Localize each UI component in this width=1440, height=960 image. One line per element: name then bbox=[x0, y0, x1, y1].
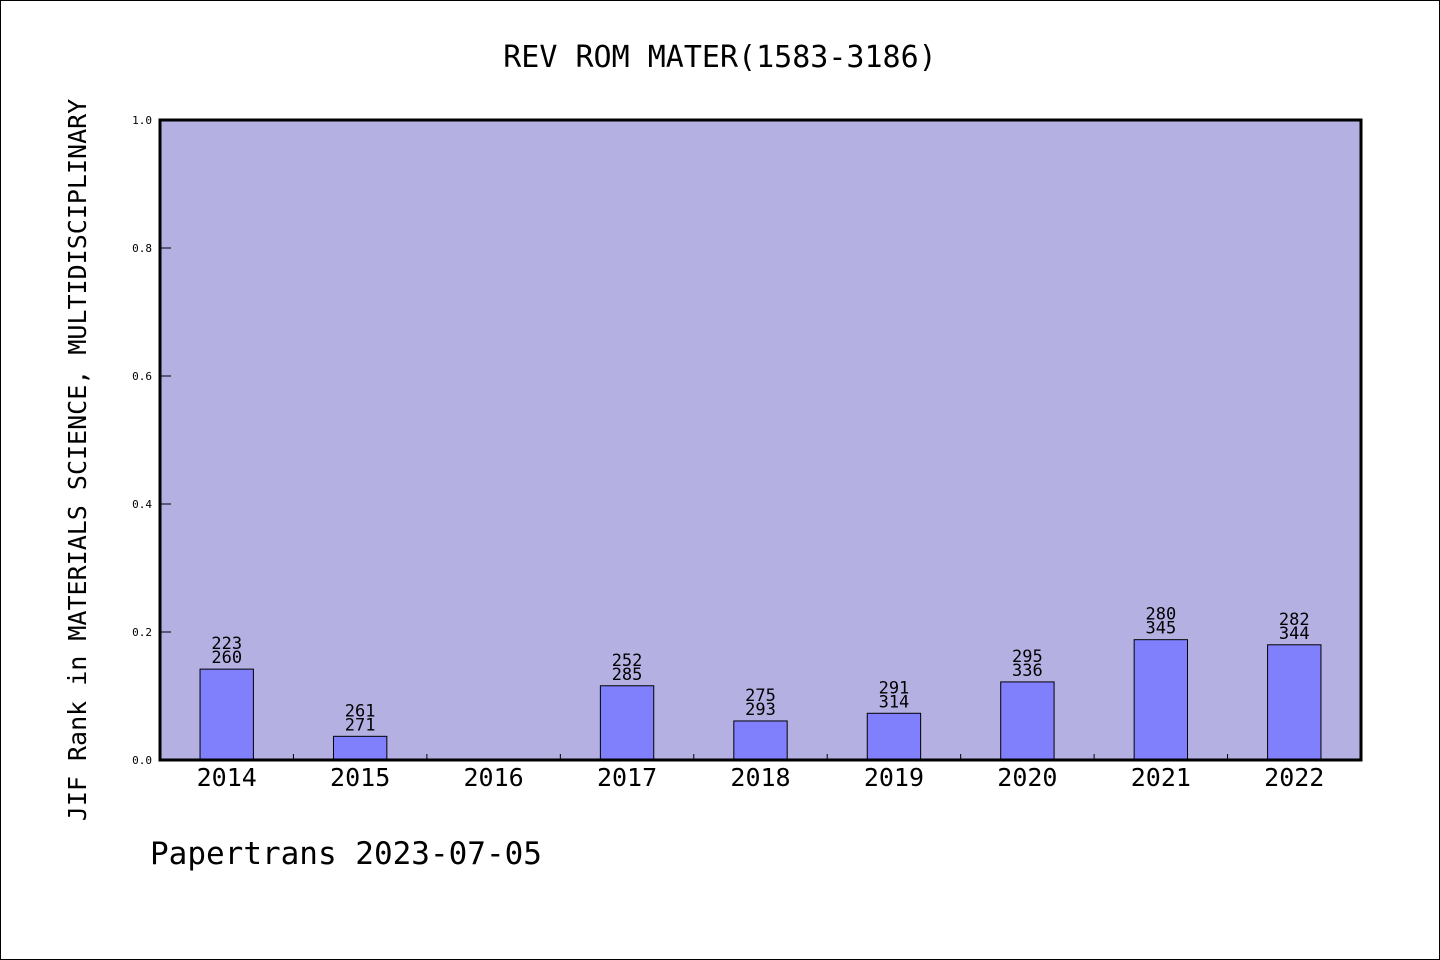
bar-2020 bbox=[1000, 681, 1055, 761]
x-tick-label: 2017 bbox=[597, 763, 657, 792]
bar-2018 bbox=[733, 720, 788, 761]
total-label: 336 bbox=[1012, 661, 1043, 681]
x-tick-label: 2018 bbox=[730, 763, 790, 792]
y-axis-label: JIF Rank in MATERIALS SCIENCE, MULTIDISC… bbox=[63, 99, 92, 821]
x-axis-ticks: 2014 2015 2016 2017 2018 2019 2020 2021 2022 bbox=[197, 754, 1324, 792]
x-tick-label: 2016 bbox=[464, 763, 524, 792]
y-tick-label: 0.6 bbox=[132, 370, 152, 383]
x-tick-label: 2021 bbox=[1131, 763, 1191, 792]
bar-2014 bbox=[199, 668, 254, 761]
bar-2015 bbox=[332, 735, 388, 761]
rank-label: 295 bbox=[1012, 647, 1043, 667]
total-label: 285 bbox=[612, 665, 643, 685]
y-axis-ticks: 0.0 0.2 0.4 0.6 0.8 1.0 bbox=[132, 114, 171, 767]
y-tick-label: 0.8 bbox=[132, 242, 152, 255]
rank-label: 282 bbox=[1279, 610, 1310, 630]
rank-label: 261 bbox=[345, 701, 376, 721]
total-label: 314 bbox=[879, 692, 910, 712]
x-tick-label: 2015 bbox=[330, 763, 390, 792]
x-tick-label: 2014 bbox=[197, 763, 257, 792]
bar-2019 bbox=[866, 712, 922, 761]
y-tick-label: 0.0 bbox=[132, 754, 152, 767]
bar-2017 bbox=[599, 685, 655, 761]
rank-label: 252 bbox=[612, 651, 643, 671]
x-tick-label: 2019 bbox=[864, 763, 924, 792]
y-tick-label: 1.0 bbox=[132, 114, 152, 127]
y-tick-label: 0.4 bbox=[132, 498, 152, 511]
total-label: 345 bbox=[1145, 619, 1176, 639]
rank-label: 223 bbox=[211, 634, 242, 654]
total-label: 293 bbox=[745, 700, 776, 720]
rank-label: 275 bbox=[745, 686, 776, 706]
data-labels-group: 2232602612712522852752932913142953362803… bbox=[211, 605, 1309, 736]
chart-title: REV ROM MATER(1583-3186) bbox=[503, 40, 936, 75]
y-tick-label: 0.2 bbox=[132, 626, 152, 639]
bars-group bbox=[199, 639, 1322, 761]
footer-text: Papertrans 2023-07-05 bbox=[150, 836, 542, 872]
bar-2022 bbox=[1267, 644, 1322, 761]
plot-border bbox=[158, 118, 1363, 762]
rank-label: 291 bbox=[879, 678, 910, 698]
x-tick-label: 2022 bbox=[1264, 763, 1324, 792]
bar-2021 bbox=[1133, 639, 1189, 761]
total-label: 344 bbox=[1279, 624, 1310, 644]
rank-label: 280 bbox=[1145, 605, 1176, 625]
x-tick-label: 2020 bbox=[997, 763, 1057, 792]
total-label: 260 bbox=[211, 648, 242, 668]
total-label: 271 bbox=[345, 715, 376, 735]
